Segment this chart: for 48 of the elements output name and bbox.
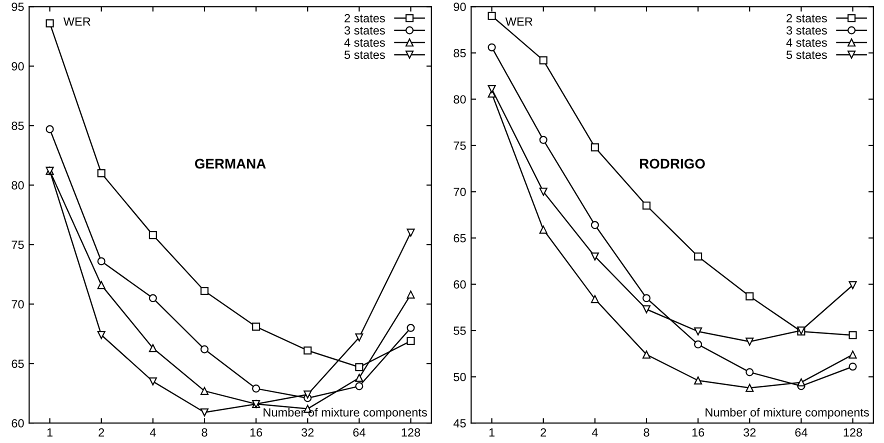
y-tick-label: 70 xyxy=(12,300,24,308)
y-tick-label: 50 xyxy=(454,372,466,382)
legend-label: 4 states xyxy=(344,38,385,47)
y-axis-title: WER xyxy=(505,17,532,26)
y-tick-label: 45 xyxy=(453,419,466,428)
y-tick-label: 90 xyxy=(12,62,24,71)
text: GERMANA xyxy=(194,158,266,169)
legend-label: 2 states xyxy=(786,14,827,22)
x-tick-label: 64 xyxy=(353,428,366,437)
y-tick-label: 85 xyxy=(12,122,24,130)
y-tick-label: 65 xyxy=(12,360,24,368)
x-tick-label: 4 xyxy=(592,428,598,436)
x-tick-label: 16 xyxy=(692,428,704,437)
y-tick-label: 95 xyxy=(12,2,24,12)
legend-label: 3 states xyxy=(786,26,827,35)
x-tick-label: 8 xyxy=(644,428,650,437)
x-tick-label: 8 xyxy=(202,428,208,437)
x-tick-label: 1 xyxy=(489,428,495,436)
x-tick-label: 32 xyxy=(744,428,756,437)
y-tick-label: 85 xyxy=(454,48,466,58)
x-tick-label: 2 xyxy=(540,428,546,436)
text: RODRIGO xyxy=(640,158,705,169)
y-tick-label: 75 xyxy=(454,142,466,150)
y-tick-label: 70 xyxy=(454,188,466,196)
legend-label: 3 states xyxy=(344,26,385,35)
legend-label: 4 states xyxy=(786,38,827,47)
y-tick-label: 75 xyxy=(12,240,24,249)
x-tick-label: 128 xyxy=(844,428,862,437)
y-tick-label: 65 xyxy=(454,234,466,242)
x-tick-label: 1 xyxy=(47,428,53,436)
legend-label: 5 states xyxy=(344,50,385,59)
legend-label: 5 states xyxy=(786,50,827,59)
y-tick-label: 60 xyxy=(12,419,24,428)
x-axis-title: Number of mixture components xyxy=(706,408,869,419)
x-tick-label: 2 xyxy=(98,428,104,436)
y-tick-label: 60 xyxy=(454,280,466,289)
x-tick-label: 128 xyxy=(402,428,420,437)
x-tick-label: 4 xyxy=(150,428,156,436)
x-tick-label: 64 xyxy=(795,428,808,437)
x-tick-label: 16 xyxy=(250,428,262,437)
y-tick-label: 80 xyxy=(454,95,466,104)
y-tick-label: 90 xyxy=(454,2,466,12)
x-tick-label: 32 xyxy=(302,428,314,437)
x-axis-title: Number of mixture components xyxy=(264,408,427,419)
y-tick-label: 80 xyxy=(12,181,24,190)
y-tick-label: 55 xyxy=(454,326,466,335)
y-axis-title: WER xyxy=(63,17,90,26)
legend-label: 2 states xyxy=(344,14,385,22)
